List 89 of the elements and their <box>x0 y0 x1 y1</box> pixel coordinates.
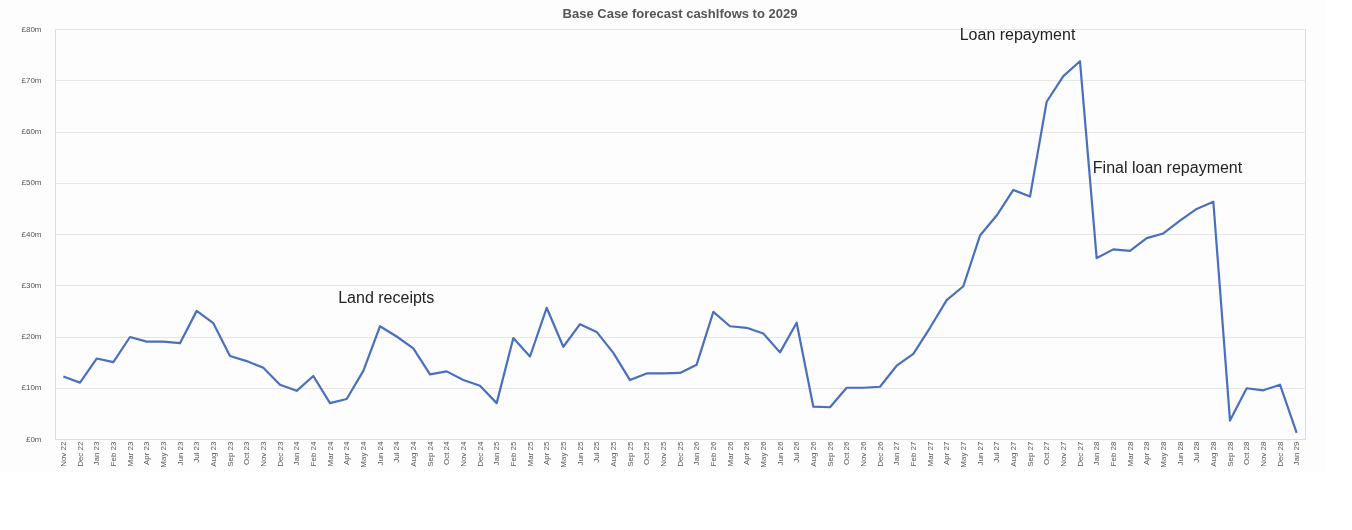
y-tick-label: £50m <box>21 178 42 188</box>
x-tick-label: Feb 24 <box>308 440 318 467</box>
x-tick-label: Jul 28 <box>1192 440 1202 463</box>
x-tick-label: Aug 25 <box>608 440 618 467</box>
y-tick-label: £80m <box>21 24 42 34</box>
x-tick-label: Apr 27 <box>942 440 952 466</box>
x-tick-label: Mar 27 <box>925 440 935 467</box>
x-tick-label: Nov 28 <box>1258 440 1268 467</box>
x-tick-label: Dec 23 <box>275 440 285 467</box>
x-tick-label: Feb 28 <box>1108 440 1118 467</box>
x-tick-label: Nov 27 <box>1058 440 1068 467</box>
x-tick-label: Apr 26 <box>742 440 752 466</box>
x-tick-label: Jun 26 <box>775 440 785 466</box>
x-tick-label: Jan 23 <box>92 440 102 466</box>
x-tick-label: May 23 <box>158 440 168 468</box>
annotation: Loan repayment <box>959 26 1076 44</box>
x-tick-label: Apr 23 <box>142 440 152 466</box>
x-tick-label: Mar 23 <box>125 440 135 467</box>
x-tick-label: Jan 25 <box>492 440 502 466</box>
x-tick-label: Apr 24 <box>342 440 352 466</box>
annotation: Final loan repayment <box>1092 159 1243 177</box>
x-tick-label: Mar 24 <box>325 440 335 467</box>
x-tick-label: Oct 23 <box>242 440 252 466</box>
x-tick-label: Feb 23 <box>108 440 118 467</box>
x-tick-label: May 26 <box>758 440 768 468</box>
x-tick-label: Feb 25 <box>508 440 518 467</box>
x-tick-label: Jan 24 <box>292 440 302 466</box>
x-tick-label: Jan 27 <box>892 440 902 466</box>
x-tick-label: Dec 24 <box>475 440 485 467</box>
x-tick-label: Nov 26 <box>858 440 868 467</box>
x-tick-label: Oct 24 <box>442 440 452 466</box>
x-tick-label: Sep 27 <box>1025 440 1035 467</box>
y-tick-label: £0m <box>25 434 42 444</box>
y-tick-label: £40m <box>21 229 42 239</box>
x-tick-label: Jul 27 <box>992 440 1002 463</box>
x-tick-label: May 28 <box>1158 440 1168 468</box>
x-tick-label: Nov 22 <box>58 440 68 467</box>
x-tick-label: Feb 26 <box>708 440 718 467</box>
x-tick-label: Dec 27 <box>1075 440 1085 467</box>
x-tick-label: Oct 28 <box>1242 440 1252 466</box>
x-tick-label: Dec 28 <box>1275 440 1285 467</box>
x-tick-label: May 24 <box>358 440 368 468</box>
y-tick-label: £70m <box>21 75 42 85</box>
line-series <box>62 60 1298 434</box>
x-tick-label: Aug 27 <box>1008 440 1018 467</box>
x-tick-label: Jan 26 <box>692 440 702 466</box>
x-tick-label: Sep 23 <box>225 440 235 467</box>
x-tick-label: Oct 27 <box>1042 440 1052 466</box>
x-tick-label: Feb 27 <box>908 440 918 467</box>
x-tick-label: May 27 <box>958 440 968 468</box>
x-tick-label: Mar 26 <box>725 440 735 467</box>
x-tick-label: Sep 26 <box>825 440 835 467</box>
x-tick-label: Oct 25 <box>642 440 652 466</box>
x-tick-label: Aug 24 <box>408 440 418 467</box>
x-tick-label: Nov 24 <box>458 440 468 467</box>
x-tick-label: May 25 <box>558 440 568 468</box>
x-tick-label: Jul 26 <box>792 440 802 463</box>
x-tick-label: Dec 26 <box>875 440 885 467</box>
x-tick-label: Jun 28 <box>1175 440 1185 466</box>
x-tick-label: Jan 28 <box>1092 440 1102 466</box>
x-tick-label: Sep 25 <box>625 440 635 467</box>
x-tick-label: Mar 28 <box>1125 440 1135 467</box>
x-tick-label: Jul 24 <box>392 440 402 463</box>
x-tick-label: Jan 29 <box>1292 440 1302 466</box>
x-tick-label: Jun 23 <box>175 440 185 466</box>
x-tick-label: Aug 23 <box>208 440 218 467</box>
x-tick-label: Mar 25 <box>525 440 535 467</box>
y-tick-label: £30m <box>21 280 42 290</box>
x-tick-label: Aug 26 <box>808 440 818 467</box>
chart-title: Base Case forecast cashlfows to 2029 <box>562 6 798 21</box>
x-tick-label: Sep 28 <box>1225 440 1235 467</box>
x-tick-label: Aug 28 <box>1208 440 1218 467</box>
x-tick-label: Jul 25 <box>592 440 602 463</box>
x-tick-label: Nov 25 <box>658 440 668 467</box>
y-tick-label: £20m <box>21 332 42 341</box>
x-tick-label: Jun 25 <box>575 440 585 466</box>
x-tick-label: Jun 24 <box>375 440 385 466</box>
y-tick-label: £10m <box>21 383 42 393</box>
y-tick-label: £60m <box>21 127 42 136</box>
x-tick-label: Dec 22 <box>75 440 85 467</box>
x-tick-label: Nov 23 <box>258 440 268 467</box>
x-tick-label: Jul 23 <box>192 440 202 463</box>
x-tick-label: Apr 28 <box>1142 440 1152 466</box>
x-tick-label: Oct 26 <box>842 440 852 466</box>
x-tick-label: Jun 27 <box>975 440 985 466</box>
x-tick-label: Dec 25 <box>675 440 685 467</box>
x-tick-label: Apr 25 <box>542 440 552 466</box>
x-tick-label: Sep 24 <box>425 440 435 467</box>
annotation: Land receipts <box>338 288 435 306</box>
